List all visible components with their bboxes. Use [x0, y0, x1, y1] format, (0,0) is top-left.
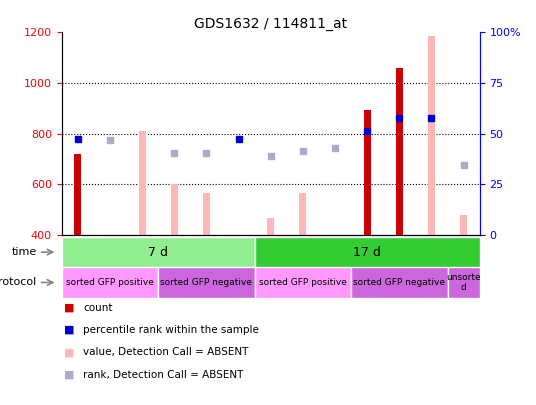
Bar: [428, 36, 435, 235]
Bar: [170, 184, 178, 235]
Bar: [255, 237, 480, 267]
Text: ■: ■: [64, 370, 75, 379]
Bar: [138, 131, 146, 235]
Text: count: count: [83, 303, 113, 313]
Text: 17 d: 17 d: [353, 245, 381, 259]
Text: time: time: [11, 247, 36, 257]
Bar: [351, 267, 448, 298]
Title: GDS1632 / 114811_at: GDS1632 / 114811_at: [194, 17, 347, 31]
Text: ■: ■: [64, 303, 75, 313]
Bar: [62, 267, 158, 298]
Bar: [267, 218, 274, 235]
Text: sorted GFP negative: sorted GFP negative: [160, 278, 252, 287]
Text: sorted GFP positive: sorted GFP positive: [259, 278, 347, 287]
Bar: [255, 267, 351, 298]
Text: rank, Detection Call = ABSENT: rank, Detection Call = ABSENT: [83, 370, 243, 379]
Bar: [299, 193, 307, 235]
Bar: [62, 237, 255, 267]
Bar: [460, 215, 467, 235]
Text: value, Detection Call = ABSENT: value, Detection Call = ABSENT: [83, 347, 249, 357]
Bar: [363, 110, 371, 235]
Bar: [74, 154, 81, 235]
Text: ■: ■: [64, 325, 75, 335]
Bar: [203, 193, 210, 235]
Text: 7 d: 7 d: [148, 245, 168, 259]
Bar: [396, 68, 403, 235]
Text: sorted GFP negative: sorted GFP negative: [353, 278, 445, 287]
Bar: [158, 267, 255, 298]
Text: protocol: protocol: [0, 277, 36, 288]
Text: unsorte
d: unsorte d: [446, 273, 481, 292]
Text: ■: ■: [64, 347, 75, 357]
Bar: [448, 267, 480, 298]
Text: sorted GFP positive: sorted GFP positive: [66, 278, 154, 287]
Text: percentile rank within the sample: percentile rank within the sample: [83, 325, 259, 335]
